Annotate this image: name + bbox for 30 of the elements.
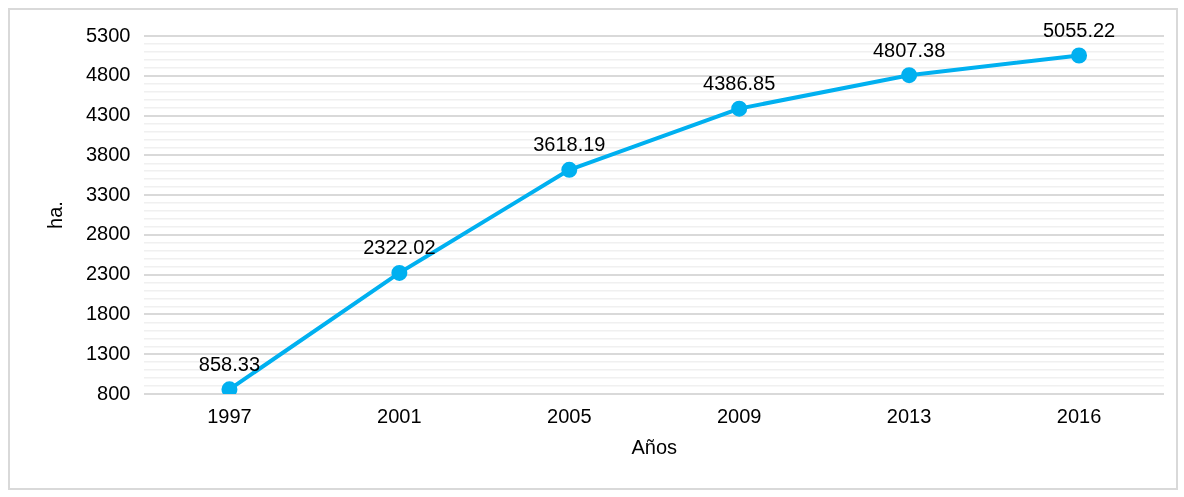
y-tick-label: 2800 xyxy=(85,222,131,245)
x-tick-label: 1997 xyxy=(207,404,252,427)
x-tick-label: 2013 xyxy=(886,404,932,427)
y-tick-label: 4300 xyxy=(85,103,131,126)
data-label: 5055.22 xyxy=(1042,18,1116,41)
y-tick-label: 3800 xyxy=(85,142,131,165)
data-label: 4807.38 xyxy=(872,38,946,61)
y-tick-label: 2300 xyxy=(85,262,131,285)
point xyxy=(731,100,748,117)
y-tick-label: 4800 xyxy=(85,63,131,86)
data-label: 3618.19 xyxy=(533,133,606,156)
x-tick-label: 2016 xyxy=(1056,404,1102,427)
y-tick-label: 5300 xyxy=(85,23,131,46)
x-tick-label: 2001 xyxy=(377,404,422,427)
y-axis-title: ha. xyxy=(43,201,66,229)
point xyxy=(1071,47,1088,64)
y-tick-label: 1800 xyxy=(85,301,131,324)
point xyxy=(901,67,918,84)
x-tick-label: 2009 xyxy=(716,404,762,427)
data-label: 2322.02 xyxy=(363,236,436,259)
y-tick-label: 3300 xyxy=(85,182,131,205)
y-tick-label: 800 xyxy=(97,381,131,404)
point xyxy=(221,381,238,394)
y-tick-label: 1300 xyxy=(85,341,131,364)
data-label: 858.33 xyxy=(198,352,261,375)
x-tick-label: 2005 xyxy=(547,404,592,427)
point xyxy=(561,161,578,178)
data-label: 4386.85 xyxy=(703,72,776,95)
x-axis-title: Años xyxy=(631,435,678,458)
point xyxy=(391,264,408,281)
